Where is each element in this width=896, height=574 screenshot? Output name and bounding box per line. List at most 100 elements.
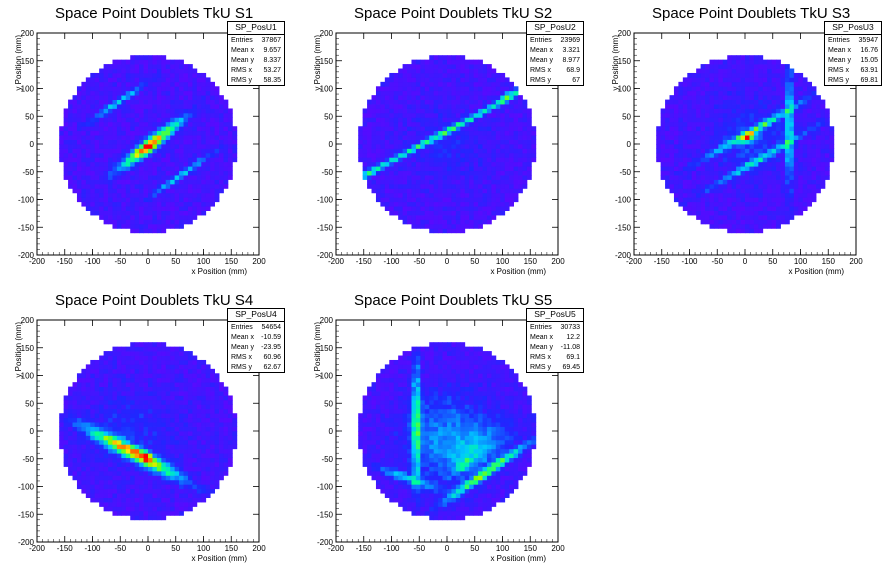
heatmap-bin: [740, 144, 746, 149]
heatmap-bin: [103, 488, 109, 494]
heatmap-bin: [700, 68, 706, 74]
heatmap-bin: [478, 170, 483, 176]
heatmap-bin: [72, 431, 78, 436]
heatmap-bin: [407, 170, 412, 176]
heatmap-bin: [816, 166, 821, 172]
heatmap-bin: [94, 201, 100, 207]
heatmap-bin: [398, 135, 403, 140]
heatmap-bin: [673, 112, 679, 118]
heatmap-bin: [776, 219, 781, 225]
heatmap-bin: [94, 157, 100, 163]
heatmap-bin: [513, 161, 519, 167]
heatmap-bin: [673, 188, 679, 194]
heatmap-bin: [116, 448, 122, 454]
heatmap-bin: [705, 161, 710, 167]
heatmap-bin: [161, 179, 167, 185]
heatmap-bin: [705, 68, 710, 74]
heatmap-bin: [740, 77, 746, 83]
heatmap-bin: [90, 112, 96, 118]
heatmap-bin: [112, 121, 118, 127]
heatmap-bin: [121, 475, 127, 481]
heatmap-bin: [415, 215, 421, 220]
heatmap-bin: [727, 139, 733, 145]
heatmap-bin: [362, 117, 368, 123]
heatmap-bin: [116, 219, 122, 225]
heatmap-bin: [85, 444, 91, 450]
heatmap-bin: [116, 126, 122, 132]
heatmap-bin: [380, 201, 386, 207]
heatmap-bin: [130, 95, 136, 100]
heatmap-bin: [94, 413, 100, 419]
heatmap-bin: [749, 170, 755, 176]
heatmap-bin: [143, 77, 149, 83]
heatmap-bin: [727, 192, 733, 198]
heatmap-bin: [139, 121, 144, 127]
heatmap-bin: [731, 64, 737, 69]
heatmap-bin: [116, 144, 122, 149]
heatmap-bin: [219, 135, 224, 140]
heatmap-bin: [108, 126, 113, 132]
heatmap-bin: [183, 170, 189, 176]
heatmap-bin: [429, 197, 435, 203]
heatmap-bin: [784, 161, 790, 167]
heatmap-bin: [130, 166, 136, 172]
heatmap-bin: [486, 117, 492, 123]
heatmap-bin: [713, 59, 719, 65]
heatmap-bin: [424, 206, 430, 211]
heatmap-plot: -200 -150 -100 -50 0 50 100 150 200-200-150-100-…: [313, 29, 565, 276]
heatmap-bin: [486, 188, 492, 194]
heatmap-bin: [509, 166, 514, 172]
heatmap-bin: [762, 179, 768, 185]
heatmap-bin: [784, 175, 790, 180]
heatmap-bin: [740, 157, 746, 163]
heatmap-bin: [784, 121, 790, 127]
heatmap-bin: [504, 206, 510, 211]
heatmap-bin: [134, 510, 140, 516]
heatmap-bin: [367, 144, 372, 149]
heatmap-bin: [705, 215, 710, 220]
heatmap-bin: [807, 188, 812, 194]
heatmap-bin: [134, 342, 140, 348]
heatmap-bin: [696, 135, 701, 140]
heatmap-bin: [705, 152, 710, 158]
heatmap-bin: [192, 197, 198, 203]
heatmap-bin: [758, 68, 764, 74]
heatmap-bin: [669, 130, 675, 136]
heatmap-bin: [464, 157, 470, 163]
heatmap-bin: [727, 81, 733, 87]
heatmap-bin: [81, 192, 87, 198]
x-tick-label: 150: [822, 257, 836, 266]
heatmap-bin: [152, 515, 158, 521]
heatmap-bin: [183, 175, 189, 180]
heatmap-bin: [438, 90, 443, 96]
heatmap-bin: [170, 64, 176, 69]
heatmap-bin: [148, 413, 153, 419]
heatmap-bin: [85, 368, 91, 374]
heatmap-bin: [682, 90, 688, 96]
heatmap-bin: [495, 175, 501, 180]
heatmap-bin: [125, 139, 131, 145]
heatmap-bin: [210, 139, 215, 145]
heatmap-bin: [121, 351, 127, 356]
heatmap-bin: [139, 368, 144, 374]
heatmap-bin: [762, 108, 768, 114]
heatmap-bin: [121, 157, 127, 163]
heatmap-bin: [469, 192, 475, 198]
heatmap-bin: [678, 81, 684, 87]
heatmap-bin: [187, 148, 193, 154]
heatmap-bin: [81, 130, 87, 136]
heatmap-bin: [139, 453, 144, 459]
heatmap-bin: [438, 215, 443, 220]
heatmap-bin: [192, 201, 198, 207]
heatmap-bin: [130, 435, 136, 441]
heatmap-bin: [116, 108, 122, 114]
heatmap-bin: [789, 152, 795, 158]
heatmap-bin: [134, 152, 140, 158]
heatmap-bin: [196, 90, 202, 96]
heatmap-bin: [125, 493, 131, 498]
heatmap-bin: [103, 161, 109, 167]
heatmap-bin: [509, 108, 514, 114]
heatmap-bin: [121, 431, 127, 436]
heatmap-bin: [125, 502, 131, 507]
heatmap-bin: [85, 152, 91, 158]
